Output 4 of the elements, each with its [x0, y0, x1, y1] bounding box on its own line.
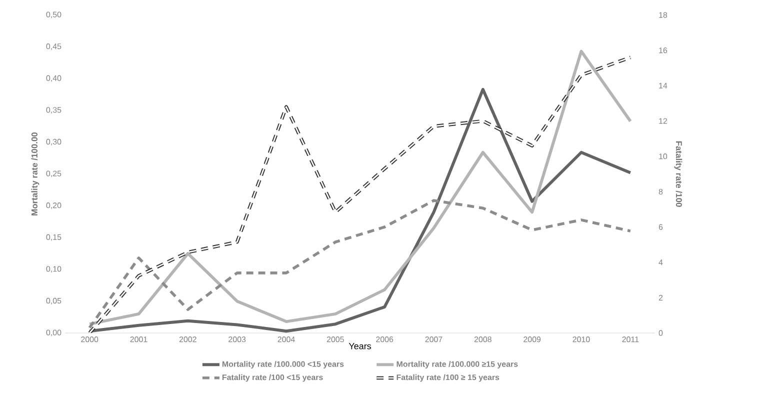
y-axis-title: Mortality rate /100.00: [31, 132, 40, 216]
y2-axis-title: Fatality rate /100: [674, 141, 682, 207]
x-axis-title: Years: [348, 343, 371, 350]
line-series: [88, 199, 632, 330]
